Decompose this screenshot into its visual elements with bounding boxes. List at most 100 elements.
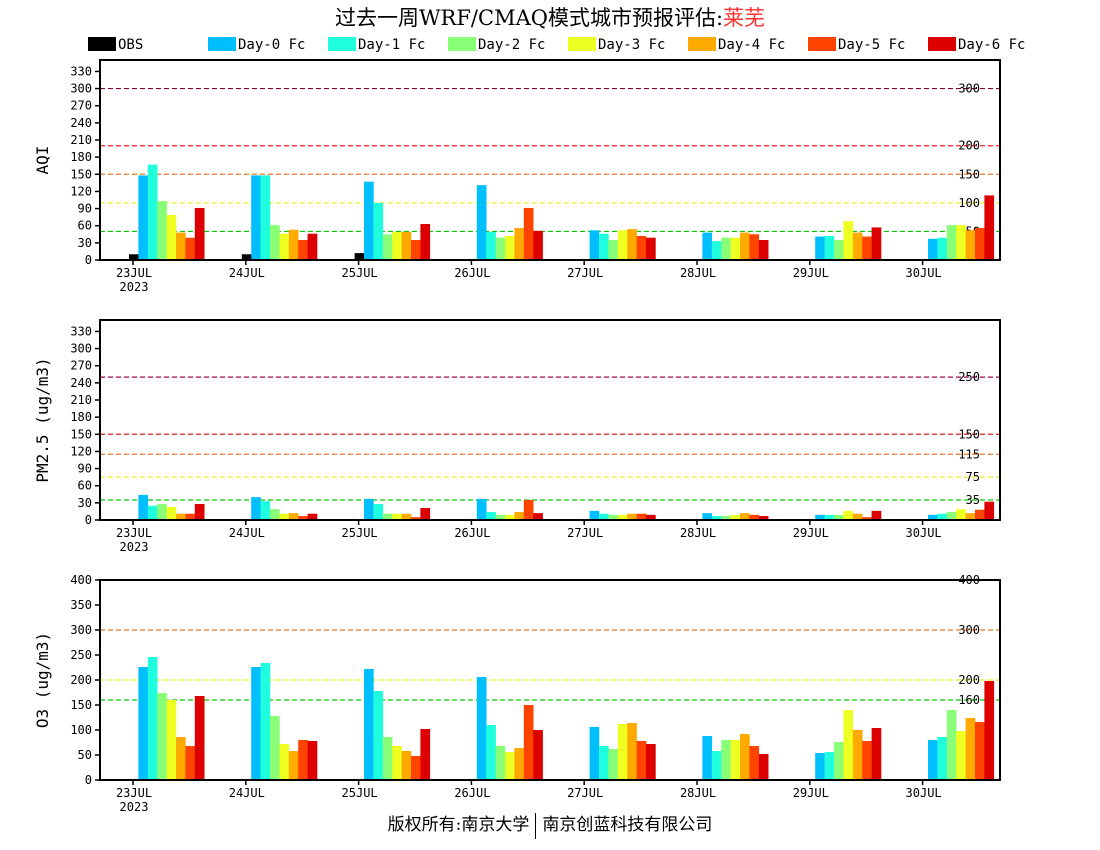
bar-day-5-fc — [975, 509, 985, 520]
bar-day-4-fc — [740, 734, 750, 780]
bar-day-1-fc — [147, 505, 158, 520]
bar-day-0-fc — [589, 510, 600, 520]
x-tick-label: 26JUL — [454, 786, 490, 800]
y-tick-label: 60 — [78, 219, 92, 233]
bar-day-0-fc — [476, 185, 487, 260]
bar-day-6-fc — [646, 237, 656, 260]
bar-day-0-fc — [928, 238, 938, 260]
x-tick-label: 30JUL — [906, 266, 942, 280]
y-tick-label: 270 — [70, 359, 92, 373]
bar-day-3-fc — [392, 232, 402, 260]
y-tick-label: 120 — [70, 444, 92, 458]
legend-swatch — [88, 37, 116, 51]
bar-day-2-fc — [270, 716, 280, 780]
legend-swatch — [328, 37, 356, 51]
y-tick-label: 400 — [70, 573, 92, 587]
bar-day-0-fc — [251, 497, 261, 520]
reference-label: 150 — [958, 167, 980, 181]
reference-label: 75 — [966, 470, 980, 484]
bar-day-4-fc — [965, 513, 976, 520]
x-tick-label: 24JUL — [229, 526, 265, 540]
bar-day-2-fc — [834, 742, 844, 780]
reference-label: 300 — [958, 82, 980, 96]
bar-day-4-fc — [401, 751, 412, 780]
bar-day-6-fc — [758, 754, 769, 780]
reference-label: 300 — [958, 623, 980, 637]
y-tick-label: 330 — [70, 324, 92, 338]
bar-day-5-fc — [411, 756, 421, 780]
legend-item: Day-4 Fc — [688, 37, 785, 53]
bar-day-0-fc — [251, 667, 261, 780]
reference-label: 35 — [966, 493, 980, 507]
reference-label: 160 — [958, 693, 980, 707]
bar-day-5-fc — [185, 513, 196, 520]
bar-day-3-fc — [956, 509, 966, 520]
y-tick-label: 200 — [70, 673, 92, 687]
bar-day-2-fc — [157, 201, 167, 260]
y-axis-label: O3 (ug/m3) — [33, 632, 52, 728]
bar-day-0-fc — [138, 667, 149, 780]
y-tick-label: 30 — [78, 496, 92, 510]
bar-day-6-fc — [871, 510, 882, 520]
x-tick-label: 25JUL — [342, 266, 378, 280]
bar-day-1-fc — [824, 236, 835, 260]
x-tick-year: 2023 — [120, 280, 149, 294]
bar-day-3-fc — [505, 236, 515, 260]
bar-day-3-fc — [956, 731, 966, 780]
x-tick-label: 29JUL — [793, 266, 829, 280]
bar-day-2-fc — [495, 746, 506, 780]
bar-day-6-fc — [646, 514, 656, 520]
bar-day-3-fc — [392, 746, 402, 780]
y-axis-label: AQI — [33, 146, 52, 175]
bar-day-5-fc — [862, 236, 872, 260]
bar-day-5-fc — [523, 208, 534, 260]
bar-day-4-fc — [514, 748, 525, 780]
bar-day-4-fc — [401, 232, 412, 260]
bar-day-5-fc — [411, 517, 421, 520]
bar-day-1-fc — [711, 241, 722, 260]
bar-day-2-fc — [157, 693, 167, 780]
legend-label: Day-6 Fc — [958, 37, 1025, 53]
bar-day-5-fc — [749, 746, 760, 780]
bar-day-3-fc — [279, 233, 290, 260]
bar-day-4-fc — [514, 512, 525, 520]
y-tick-label: 150 — [70, 167, 92, 181]
legend-label: Day-4 Fc — [718, 37, 785, 53]
x-tick-label: 27JUL — [567, 526, 603, 540]
copyright-footer: 版权所有:南京大学 南京创蓝科技有限公司 — [0, 810, 1100, 839]
bar-day-0-fc — [815, 236, 825, 260]
bar-day-3-fc — [505, 514, 515, 520]
x-tick-label: 29JUL — [793, 786, 829, 800]
panel-1: 3002001501005003060901201501802102402703… — [33, 59, 1001, 294]
legend-swatch — [688, 37, 716, 51]
bar-day-3-fc — [166, 214, 177, 260]
y-tick-label: 150 — [70, 427, 92, 441]
y-axis-label: PM2.5 (ug/m3) — [33, 357, 52, 482]
bar-day-5-fc — [975, 722, 985, 780]
bar-obs — [241, 254, 252, 260]
x-tick-label: 25JUL — [342, 526, 378, 540]
bar-day-1-fc — [486, 232, 496, 260]
bar-day-4-fc — [176, 513, 186, 520]
bar-day-2-fc — [608, 749, 619, 780]
bar-day-0-fc — [928, 514, 938, 520]
y-tick-label: 60 — [78, 479, 92, 493]
y-tick-label: 350 — [70, 598, 92, 612]
bar-day-0-fc — [702, 736, 713, 780]
bar-day-6-fc — [533, 230, 543, 260]
bar-day-6-fc — [871, 728, 882, 780]
bar-day-5-fc — [185, 237, 196, 260]
panel-2: 250 150 115 75 35 0 30 60 90 120 150 180 210 240 270 30… — [33, 319, 1001, 554]
y-tick-label: 270 — [70, 99, 92, 113]
bar-day-3-fc — [843, 710, 854, 780]
bar-day-1-fc — [260, 501, 271, 520]
bar-day-2-fc — [157, 504, 167, 520]
bar-day-0-fc — [815, 753, 825, 780]
legend-label: Day-5 Fc — [838, 37, 905, 53]
bar-day-3-fc — [166, 506, 177, 520]
bar-day-5-fc — [862, 741, 872, 780]
y-tick-label: 330 — [70, 64, 92, 78]
bar-day-6-fc — [871, 227, 882, 260]
bar-day-4-fc — [852, 513, 863, 520]
